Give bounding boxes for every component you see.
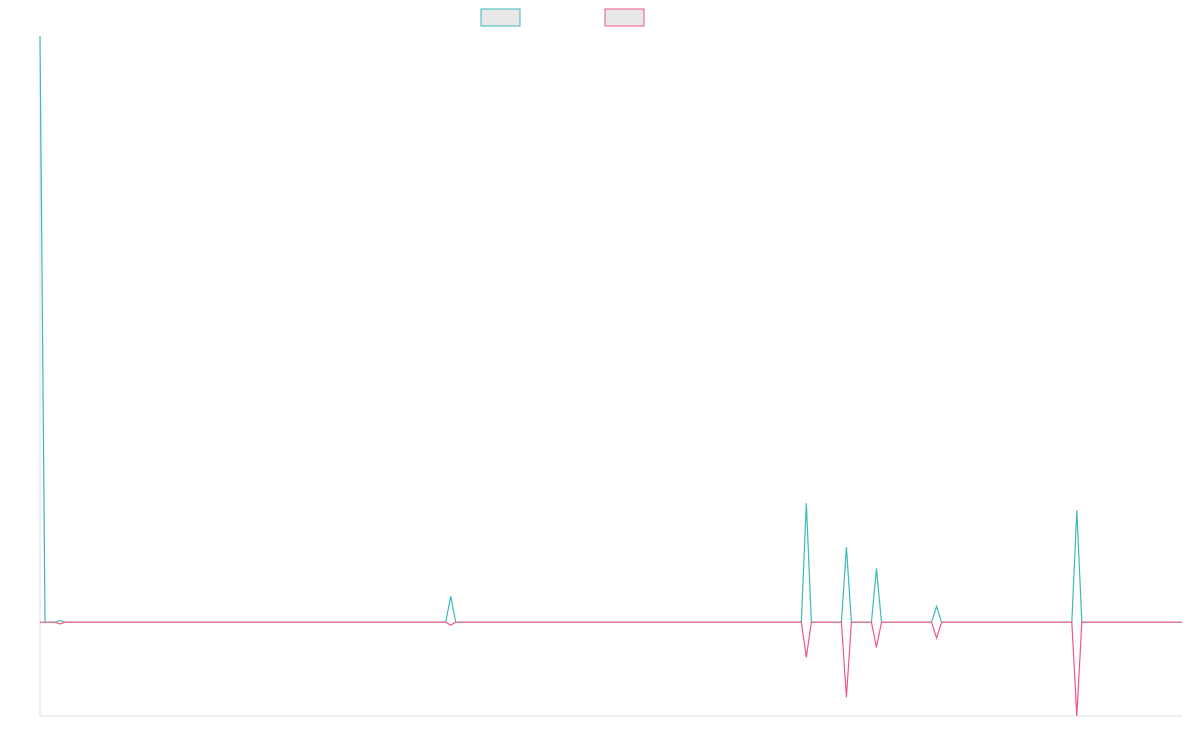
legend-swatch <box>480 8 521 27</box>
series-line <box>40 621 1182 717</box>
legend-swatch <box>604 8 645 27</box>
series-line <box>39 35 1182 623</box>
